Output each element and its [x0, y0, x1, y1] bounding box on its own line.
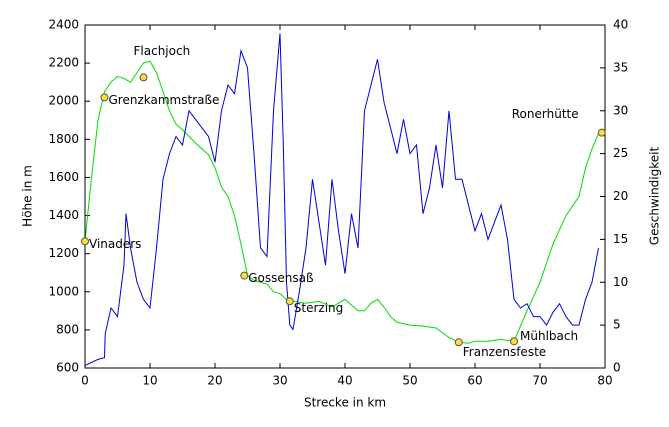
waypoint-marker [510, 337, 518, 346]
y-tick-label: 1800 [48, 132, 79, 146]
x-tick-label: 40 [337, 374, 352, 388]
plot-frame [84, 24, 606, 369]
y2-axis-label: Geschwindigkeit [648, 147, 662, 246]
y2-tick-label: 40 [613, 18, 628, 32]
y-tick-label: 600 [56, 361, 79, 375]
waypoint-label: Sterzing [294, 301, 344, 315]
y-tick-label: 1000 [48, 284, 79, 298]
y-tick-label: 2200 [48, 56, 79, 70]
y-tick-label: 1400 [48, 208, 79, 222]
waypoint-marker [240, 271, 249, 280]
y-tick-label: 1600 [48, 170, 79, 184]
waypoint-label: Mühlbach [520, 329, 578, 343]
y2-tick-label: 15 [613, 232, 628, 246]
x-tick-label: 0 [81, 374, 89, 388]
y2-tick-label: 35 [613, 60, 628, 74]
waypoint-label: Grenzkammstraße [109, 93, 220, 107]
y-tick-label: 800 [56, 322, 79, 336]
x-tick-label: 60 [467, 374, 482, 388]
x-tick-label: 10 [142, 374, 157, 388]
x-tick-label: 20 [207, 374, 222, 388]
waypoint-marker [100, 93, 109, 102]
x-tick-label: 50 [402, 374, 417, 388]
waypoint-marker [597, 128, 606, 137]
waypoint-marker [139, 73, 148, 82]
x-tick-label: 70 [532, 374, 547, 388]
y2-tick-label: 5 [613, 318, 621, 332]
waypoint-label: Gossensaß [248, 271, 314, 285]
x-tick-label: 80 [597, 374, 612, 388]
x-axis-label: Strecke in km [304, 396, 386, 410]
line-series [84, 33, 599, 366]
y-tick-label: 2400 [48, 18, 79, 32]
y2-tick-label: 20 [613, 189, 628, 203]
waypoint-marker [454, 338, 463, 347]
x-tick-label: 30 [272, 374, 287, 388]
waypoint-label: Franzensfeste [463, 345, 546, 359]
waypoint-marker [285, 297, 294, 306]
waypoint-marker [81, 237, 89, 246]
y-tick-label: 1200 [48, 246, 79, 260]
y2-tick-label: 0 [613, 361, 621, 375]
y2-tick-label: 30 [613, 103, 628, 117]
waypoint-label: Ronerhütte [512, 107, 579, 121]
y2-tick-label: 10 [613, 275, 628, 289]
waypoint-label: Flachjoch [134, 44, 191, 58]
y-axis-label: Höhe in m [21, 165, 35, 227]
waypoint-label: Vinaders [89, 237, 141, 251]
y-tick-label: 2000 [48, 94, 79, 108]
y2-tick-label: 25 [613, 146, 628, 160]
